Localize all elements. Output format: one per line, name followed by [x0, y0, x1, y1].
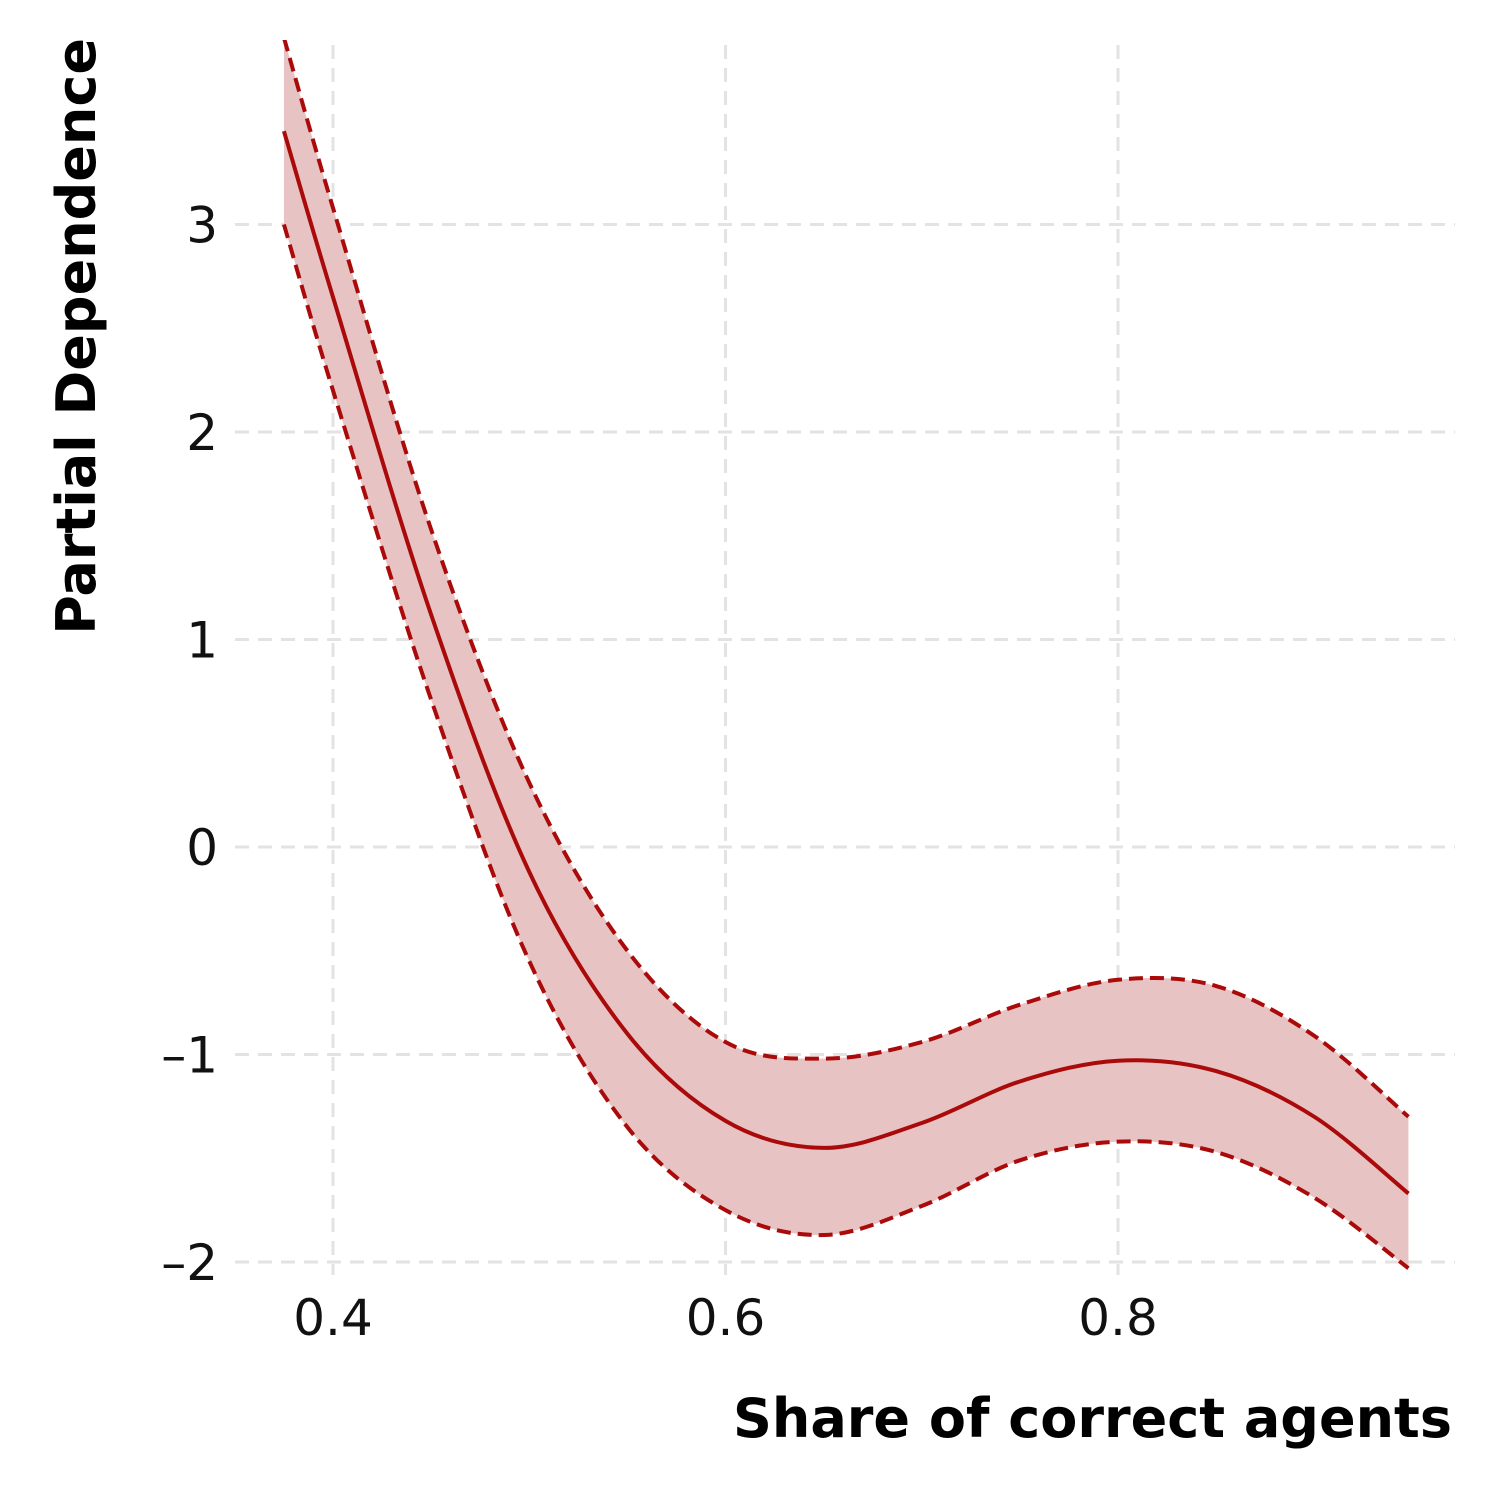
y-tick-label: –1 [161, 1027, 218, 1085]
x-tick-label: 0.8 [1078, 1289, 1158, 1347]
tick-labels: 0.4 0.6 0.8 3 2 1 0 –1 –2 [161, 197, 1158, 1348]
y-tick-label: 2 [186, 404, 218, 462]
y-tick-label: 1 [186, 612, 218, 670]
x-tick-label: 0.4 [293, 1289, 373, 1347]
y-tick-label: –2 [161, 1234, 218, 1292]
x-axis-title: Share of correct agents [733, 1387, 1452, 1450]
y-tick-label: 3 [186, 197, 218, 255]
upper-bound-line [282, 40, 1410, 1119]
x-tick-label: 0.6 [686, 1289, 766, 1347]
plot-area [282, 40, 1410, 1270]
y-tick-label: 0 [186, 819, 218, 877]
estimate-line [282, 130, 1410, 1196]
lower-bound-line [282, 223, 1410, 1270]
confidence-band [283, 40, 1409, 1269]
y-axis-title: Partial Dependence [45, 38, 108, 635]
